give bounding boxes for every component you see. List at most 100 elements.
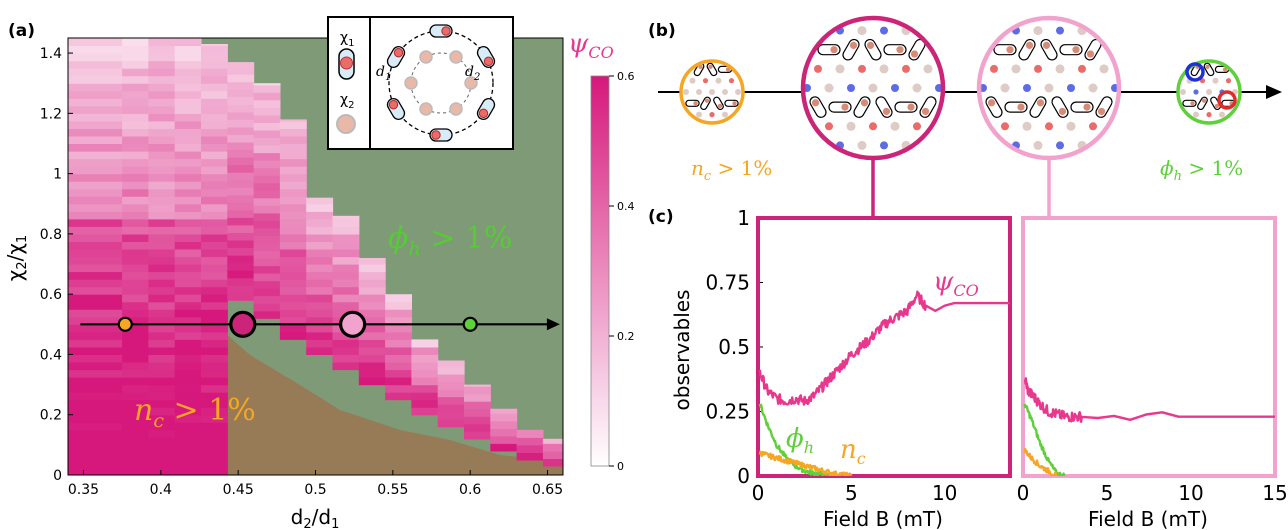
heatmap-cell	[148, 181, 176, 190]
heatmap-cell	[227, 74, 255, 83]
heatmap-cell	[306, 316, 334, 325]
colorbar-tick-label: 0.4	[617, 200, 635, 213]
x-tick-label: 0.65	[532, 482, 563, 498]
heatmap-cell	[227, 157, 255, 166]
heatmap-cell	[201, 346, 228, 355]
heatmap-cell	[148, 90, 176, 99]
b-small-particle	[722, 111, 728, 118]
heatmap-cell	[148, 301, 176, 310]
heatmap-cell	[411, 384, 439, 393]
heatmap-cell	[227, 232, 255, 241]
heatmap-cell	[68, 98, 123, 107]
heatmap-cell	[201, 75, 228, 84]
heatmap-cell	[358, 279, 386, 288]
heatmap-cell	[122, 188, 149, 197]
heatmap-cell	[385, 294, 412, 303]
heatmap-cell	[68, 68, 123, 77]
b-red-particle	[1034, 64, 1042, 73]
heatmap-cell	[148, 211, 176, 220]
heatmap-cell	[227, 179, 255, 188]
b-dimer-bead	[732, 101, 737, 106]
heatmap-cell	[358, 331, 386, 340]
heatmap-cell	[174, 241, 202, 250]
panel-label-b: (b)	[648, 21, 676, 41]
heatmap-cell	[227, 142, 255, 151]
heatmap-cell	[411, 392, 439, 401]
heatmap-cell	[437, 381, 465, 390]
heatmap-cell	[68, 105, 123, 114]
heatmap-cell	[542, 450, 563, 459]
b-red-particle	[1089, 122, 1097, 131]
heatmap-cell	[122, 256, 149, 265]
heatmap-cell	[253, 92, 281, 101]
colorbar-title: ψCO	[568, 29, 614, 62]
heatmap-cell	[148, 377, 176, 386]
heatmap-cell	[385, 377, 412, 386]
heatmap-cell	[227, 247, 255, 256]
heatmap-cell	[122, 241, 149, 250]
heatmap-cell	[68, 407, 123, 416]
heatmap-cell	[68, 249, 123, 258]
heatmap-cell	[68, 120, 123, 129]
b-small-particle	[1000, 83, 1010, 93]
heatmap-cell	[148, 203, 176, 212]
heatmap-cell	[227, 239, 255, 248]
b-dimer-bead	[725, 67, 731, 72]
heatmap-cell	[122, 316, 149, 325]
inset-dimer-bead	[441, 26, 451, 36]
heatmap-cell	[122, 301, 149, 310]
b-blue-particle	[1056, 141, 1064, 150]
b-dimer	[1059, 44, 1083, 56]
heatmap-cell	[68, 128, 123, 137]
heatmap-cell	[542, 443, 563, 452]
heatmap-cell	[201, 362, 228, 371]
inset-dimer	[476, 98, 496, 120]
heatmap-cell	[201, 444, 228, 453]
heatmap-cell	[279, 226, 307, 235]
b-dimer-bead	[910, 50, 919, 58]
heatmap-cell	[227, 194, 255, 203]
heatmap-cell	[279, 120, 307, 129]
heatmap-cell	[148, 45, 176, 54]
b-red-particle	[1206, 112, 1212, 118]
heatmap-ylabel: χ2/χ1	[3, 235, 30, 281]
heatmap-cell	[279, 249, 307, 258]
heatmap-cell	[201, 331, 228, 340]
heatmap-cell	[227, 62, 255, 68]
b-small-particle	[1206, 89, 1212, 95]
heatmap-cell	[306, 279, 334, 288]
heatmap-cell	[68, 414, 123, 423]
heatmap-cell	[148, 414, 176, 423]
heatmap-cell	[122, 249, 149, 258]
heatmap-cell	[68, 158, 123, 167]
b-dimer-bead	[1190, 101, 1195, 106]
b-red-particle	[869, 122, 877, 131]
heatmap-cell	[122, 354, 149, 363]
heatmap-cell	[122, 279, 149, 288]
heatmap-cell	[148, 324, 176, 333]
heatmap-cell	[253, 303, 281, 312]
x-tick-label: 0.5	[304, 482, 326, 498]
heatmap-cell	[148, 113, 176, 122]
panel-label-c: (c)	[648, 207, 674, 227]
heatmap-cell	[148, 407, 176, 416]
heatmap-cell	[148, 271, 176, 280]
heatmap-cell	[201, 294, 228, 303]
heatmap-cell	[411, 399, 439, 408]
heatmap-cell	[332, 354, 360, 363]
inset-small-particle	[449, 102, 463, 116]
c-left-frame	[756, 216, 1012, 478]
b-state-circle	[976, 15, 1122, 161]
heatmap-cell	[306, 301, 334, 310]
heatmap-cell	[201, 158, 228, 167]
b-dimer	[713, 96, 724, 111]
region-label-phi: ϕh > 1%	[388, 221, 513, 260]
heatmap-cell	[201, 309, 228, 318]
heatmap-cell	[306, 339, 334, 348]
heatmap-cell	[201, 188, 228, 197]
b-dimer-bead	[882, 107, 891, 116]
heatmap-cell	[201, 286, 228, 295]
heatmap-cell	[253, 273, 281, 282]
heatmap-cell	[253, 235, 281, 244]
heatmap-cell	[148, 369, 176, 378]
